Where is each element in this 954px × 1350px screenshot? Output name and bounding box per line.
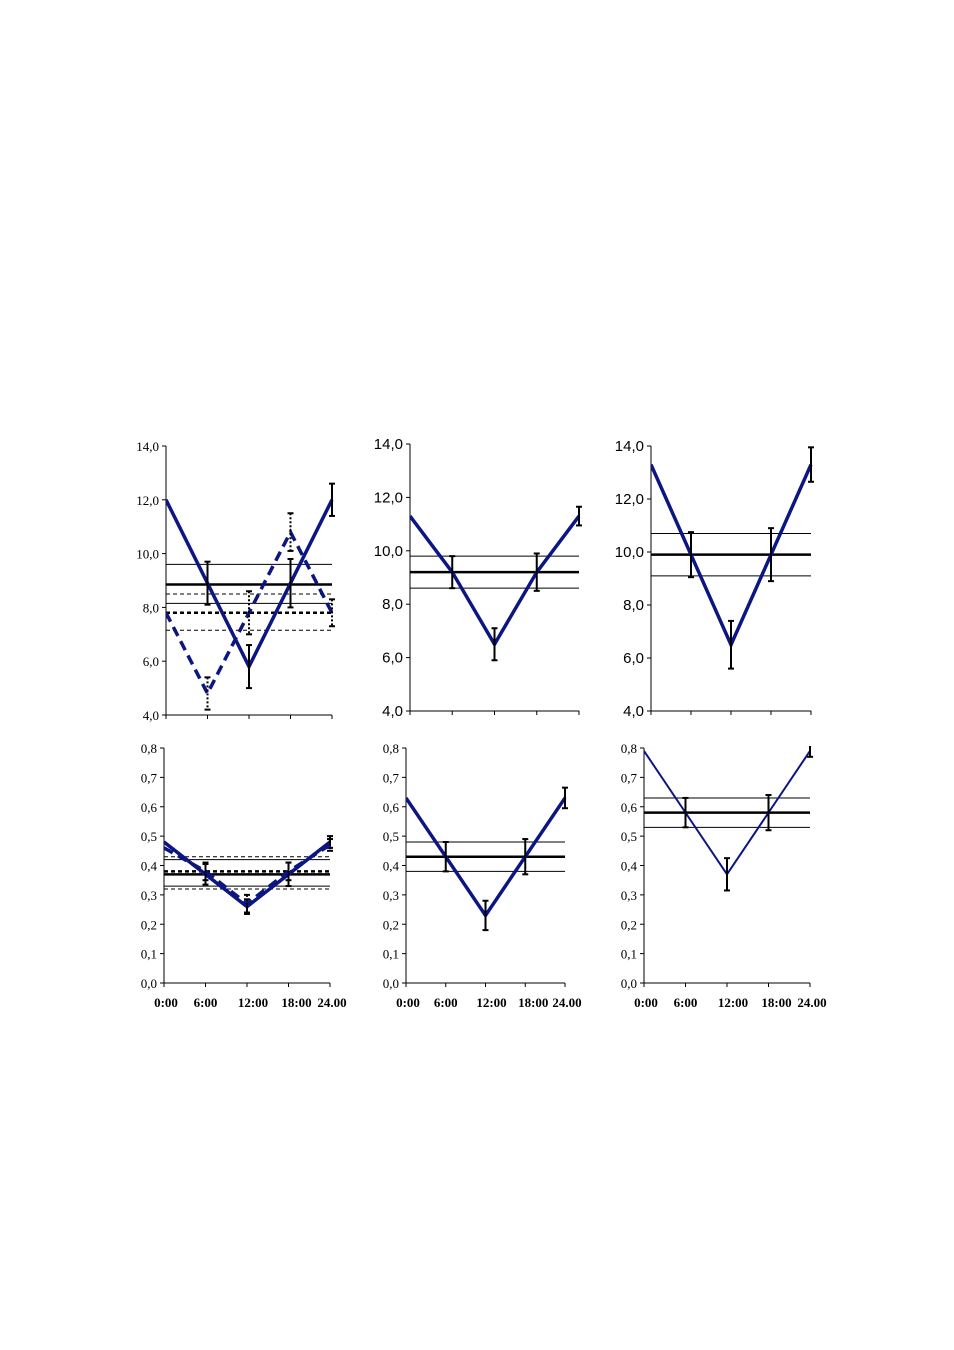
y-tick-label: 0,3	[383, 888, 399, 903]
y-tick-label: 0,8	[141, 741, 157, 756]
y-tick-label: 0,3	[141, 888, 157, 903]
y-tick-label: 4,0	[382, 703, 403, 720]
y-tick-label: 0,6	[621, 800, 638, 815]
y-tick-label: 12,0	[136, 493, 159, 508]
x-tick-label: 12:00	[718, 995, 748, 1010]
plot-area	[166, 482, 335, 711]
y-tick-label: 10,0	[615, 544, 644, 561]
plot-area	[406, 786, 568, 932]
y-tick-label: 0,5	[621, 829, 637, 844]
y-tick-label: 4,0	[623, 703, 644, 720]
y-tick-label: 0,1	[621, 947, 637, 962]
y-tick-label: 0,0	[141, 976, 157, 991]
y-tick-label: 0,7	[621, 770, 638, 785]
series-line-1	[410, 515, 581, 648]
y-tick-label: 0,3	[621, 888, 637, 903]
y-tick-label: 14,0	[136, 439, 159, 454]
y-tick-label: 0,1	[383, 947, 399, 962]
x-tick-label: 6:00	[434, 995, 458, 1010]
x-tick-label: 12:00	[476, 995, 506, 1010]
y-tick-label: 10,0	[374, 543, 403, 560]
y-tick-label: 14,0	[374, 436, 403, 453]
x-tick-label: 24.00	[797, 995, 826, 1010]
x-tick-label: 18:00	[518, 995, 548, 1010]
y-tick-label: 0,2	[621, 917, 637, 932]
y-tick-label: 0,6	[141, 800, 158, 815]
y-tick-label: 0,0	[621, 976, 637, 991]
y-tick-label: 14,0	[615, 438, 644, 455]
y-tick-label: 0,0	[383, 976, 399, 991]
y-tick-label: 8,0	[143, 600, 159, 615]
y-tick-label: 0,7	[141, 770, 158, 785]
chart-6: 0,0 0,1 0,2 0,3 0,4 0,5 0,6 0,7 0,8 0:00 6:00 12:00…	[621, 741, 827, 1010]
y-tick-label: 0,4	[383, 859, 400, 874]
x-tick-label: 6:00	[194, 995, 218, 1010]
chart-5: 0,0 0,1 0,2 0,3 0,4 0,5 0,6 0,7 0,8 0:00 6:00 12:00…	[383, 741, 582, 1010]
y-tick-label: 0,5	[383, 829, 399, 844]
y-tick-label: 6,0	[382, 650, 403, 667]
plot-area	[651, 446, 814, 670]
plot-area	[410, 505, 582, 662]
x-tick-label: 18:00	[761, 995, 791, 1010]
x-tick-label: 24.00	[317, 995, 346, 1010]
x-tick-label: 0:00	[396, 995, 420, 1010]
y-tick-label: 12,0	[615, 491, 644, 508]
x-tick-label: 12:00	[238, 995, 268, 1010]
series-line-1	[166, 499, 334, 671]
y-tick-label: 0,4	[621, 859, 638, 874]
y-tick-label: 0,2	[141, 917, 157, 932]
y-tick-label: 12,0	[374, 489, 403, 506]
x-tick-label: 0:00	[154, 995, 178, 1010]
chart-1: 4,0 6,0 8,0 10,0 12,0 14,0	[136, 439, 335, 723]
x-tick-label: 6:00	[674, 995, 698, 1010]
y-tick-label: 0,2	[383, 917, 399, 932]
y-tick-label: 10,0	[136, 547, 159, 562]
y-tick-label: 0,8	[621, 741, 637, 756]
y-tick-label: 0,5	[141, 829, 157, 844]
y-tick-label: 0,1	[141, 947, 157, 962]
y-tick-label: 8,0	[382, 596, 403, 613]
plot-area	[644, 746, 813, 892]
chart-4: 0,0 0,1 0,2 0,3 0,4 0,5 0,6 0,7 0,8 0:00 6:00 12:00…	[141, 741, 347, 1010]
y-tick-label: 8,0	[623, 597, 644, 614]
chart-3: 4,0 6,0 8,0 10,0 12,0 14,0	[615, 438, 814, 720]
y-tick-label: 0,8	[383, 741, 399, 756]
y-tick-label: 0,6	[383, 800, 400, 815]
y-tick-label: 4,0	[143, 708, 159, 723]
plot-area	[164, 835, 333, 915]
y-tick-label: 6,0	[143, 654, 159, 669]
y-tick-label: 6,0	[623, 650, 644, 667]
x-tick-label: 24.00	[552, 995, 581, 1010]
y-tick-label: 0,7	[383, 770, 400, 785]
x-tick-label: 18:00	[281, 995, 311, 1010]
x-tick-label: 0:00	[634, 995, 658, 1010]
y-tick-label: 0,4	[141, 859, 158, 874]
chart-2: 4,0 6,0 8,0 10,0 12,0 14,0	[374, 436, 582, 720]
